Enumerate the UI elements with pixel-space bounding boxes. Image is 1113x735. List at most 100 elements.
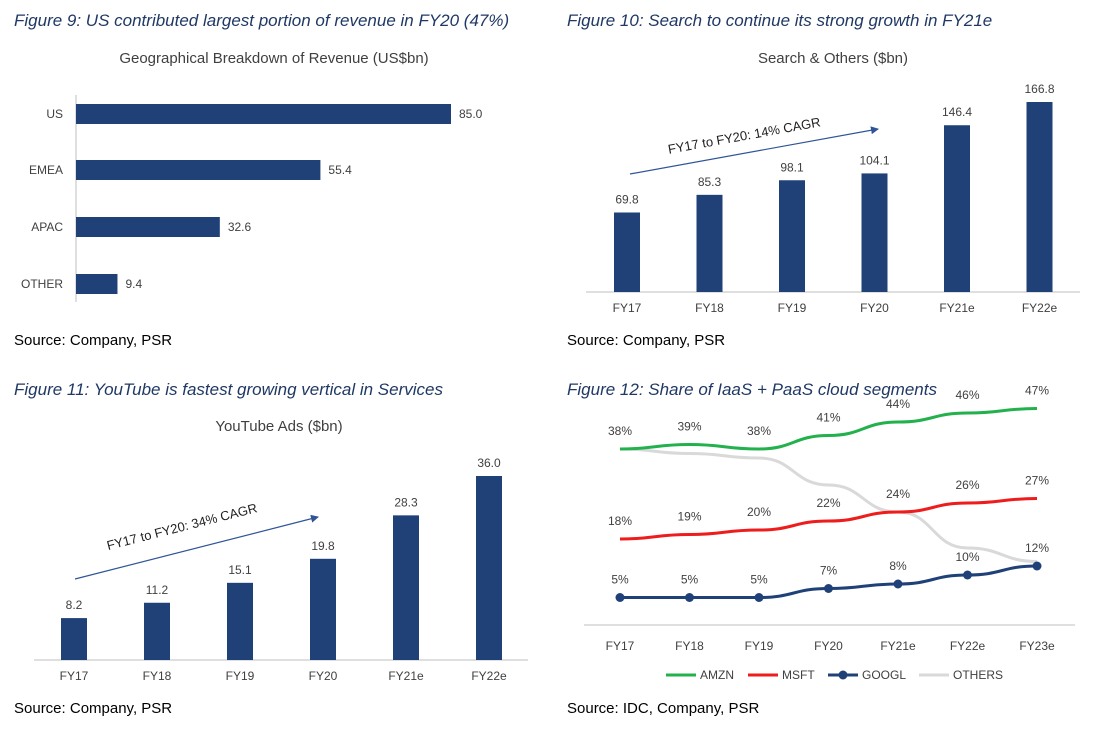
- figure-9-category-label: US: [46, 107, 63, 121]
- figure-10-bar-fy21e: [944, 125, 970, 292]
- figure-11-category-label: FY19: [226, 669, 255, 683]
- figure-11-bar-fy22e: [476, 476, 502, 660]
- figure-11-caption: Figure 11: YouTube is fastest growing ve…: [14, 380, 443, 399]
- figure-9-value-label: 85.0: [459, 107, 483, 121]
- figure-12-line-others: [619, 447, 1038, 563]
- figure-12-value-label-msft: 24%: [886, 487, 910, 501]
- figure-11-cagr-arrow: [74, 514, 319, 580]
- figure-10-value-label: 69.8: [615, 192, 639, 206]
- figure-12-value-label-amzn: 41%: [816, 411, 840, 425]
- figure-12-legend-label: GOOGL: [862, 668, 906, 682]
- figure-12-value-label-googl: 8%: [889, 559, 907, 573]
- figure-12-category-label: FY18: [675, 639, 704, 653]
- figure-9-chart-title: Geographical Breakdown of Revenue (US$bn…: [119, 50, 428, 67]
- figure-12-legend-label: AMZN: [700, 668, 734, 682]
- figure-12-value-label-googl: 12%: [1025, 541, 1049, 555]
- figure-12-value-label-googl: 7%: [820, 564, 838, 578]
- figure-10-bar-fy17: [614, 212, 640, 292]
- figure-12-point-googl: [893, 579, 903, 589]
- figure-10-category-label: FY21e: [939, 301, 975, 315]
- figure-11-value-label: 28.3: [394, 495, 418, 509]
- figure-12-category-label: FY20: [814, 639, 843, 653]
- figure-10-caption: Figure 10: Search to continue its strong…: [567, 11, 993, 30]
- figure-10-category-label: FY19: [778, 301, 807, 315]
- figure-11-category-label: FY20: [309, 669, 338, 683]
- figure-12-source: Source: IDC, Company, PSR: [567, 700, 760, 717]
- figure-10-value-label: 104.1: [859, 153, 889, 167]
- figure-12-value-label-msft: 19%: [677, 510, 701, 524]
- figure-9-category-label: EMEA: [29, 163, 63, 177]
- figure-12-point-googl: [615, 593, 625, 602]
- figure-12-value-label-amzn: 39%: [677, 420, 701, 434]
- figure-12-value-label-googl: 5%: [750, 573, 768, 587]
- figure-12-value-label-googl: 10%: [955, 550, 979, 564]
- figure-12-category-label: FY23e: [1019, 639, 1055, 653]
- figure-10-category-label: FY20: [860, 301, 889, 315]
- figure-9-value-label: 32.6: [228, 220, 252, 234]
- figure-11-value-label: 19.8: [311, 539, 335, 553]
- figure-11-value-label: 15.1: [228, 563, 252, 577]
- figure-12-category-label: FY19: [745, 639, 774, 653]
- figure-12-legend-marker-googl: [838, 670, 848, 680]
- figure-12-legend-label: MSFT: [782, 668, 815, 682]
- figure-11-bar-fy18: [144, 602, 170, 660]
- figure-9-value-label: 9.4: [125, 277, 142, 291]
- figure-12-line-msft: [619, 497, 1038, 541]
- figure-11-category-label: FY18: [143, 669, 172, 683]
- figure-9-category-label: OTHER: [21, 277, 63, 291]
- figure-9-bar-apac: [76, 217, 220, 237]
- figure-11-value-label: 8.2: [66, 598, 83, 612]
- figure-11-category-label: FY22e: [471, 669, 507, 683]
- figure-11-value-label: 11.2: [146, 583, 169, 597]
- figure-12-category-label: FY17: [606, 639, 635, 653]
- figure-12-value-label-amzn: 38%: [608, 424, 632, 438]
- figure-10-category-label: FY22e: [1022, 301, 1058, 315]
- figure-10-value-label: 85.3: [698, 175, 722, 189]
- figure-12-value-label-msft: 27%: [1025, 474, 1049, 488]
- figure-12-caption: Figure 12: Share of IaaS + PaaS cloud se…: [567, 380, 937, 399]
- figure-12-value-label-msft: 18%: [608, 514, 632, 528]
- figure-12-value-label-amzn: 44%: [886, 397, 910, 411]
- figure-11-bar-fy17: [61, 618, 87, 660]
- figure-10-value-label: 166.8: [1024, 82, 1054, 96]
- figure-12-value-label-msft: 26%: [955, 478, 979, 492]
- figure-10-bar-fy20: [861, 173, 888, 292]
- figure-11-chart-title: YouTube Ads ($bn): [215, 418, 342, 435]
- figure-12-value-label-msft: 22%: [816, 496, 840, 510]
- figure-12-point-googl: [824, 584, 833, 593]
- figure-9-bar-us: [76, 104, 451, 124]
- figure-12-legend-label: OTHERS: [953, 668, 1003, 682]
- figure-9-source: Source: Company, PSR: [14, 332, 173, 349]
- figure-10-cagr-annotation: FY17 to FY20: 14% CAGR: [667, 114, 822, 156]
- figure-11-category-label: FY21e: [388, 669, 424, 683]
- figure-12-value-label-amzn: 46%: [955, 388, 979, 402]
- figure-11-bar-fy19: [227, 582, 253, 660]
- figure-12-value-label-amzn: 38%: [747, 424, 771, 438]
- figure-9-bar-emea: [76, 160, 321, 180]
- figure-10-bar-fy18: [696, 194, 723, 292]
- figure-10-bar-fy19: [779, 180, 805, 292]
- figure-10-category-label: FY17: [613, 301, 642, 315]
- figure-10-source: Source: Company, PSR: [567, 332, 726, 349]
- figure-11-cagr-annotation: FY17 to FY20: 34% CAGR: [105, 500, 259, 553]
- figure-9-value-label: 55.4: [328, 163, 352, 177]
- figure-9-category-label: APAC: [31, 220, 63, 234]
- figure-9-caption: Figure 9: US contributed largest portion…: [14, 11, 510, 30]
- figure-9-bar-other: [76, 274, 118, 294]
- figure-10-cagr-arrow: [629, 126, 879, 175]
- figure-12-value-label-googl: 5%: [611, 573, 629, 587]
- figure-11-value-label: 36.0: [477, 456, 501, 470]
- figure-12-point-googl: [685, 593, 694, 602]
- figure-12-line-amzn: [619, 407, 1038, 451]
- figure-11-bar-fy20: [310, 558, 336, 660]
- figure-10-category-label: FY18: [695, 301, 724, 315]
- figure-12-value-label-amzn: 47%: [1025, 384, 1049, 398]
- figure-12-point-googl: [963, 570, 972, 580]
- figure-10-chart-title: Search & Others ($bn): [758, 50, 908, 67]
- figure-10-value-label: 98.1: [780, 160, 804, 174]
- figure-12-point-googl: [754, 593, 764, 602]
- figure-12-category-label: FY21e: [880, 639, 916, 653]
- figure-11-category-label: FY17: [60, 669, 89, 683]
- figure-10-value-label: 146.4: [942, 105, 972, 119]
